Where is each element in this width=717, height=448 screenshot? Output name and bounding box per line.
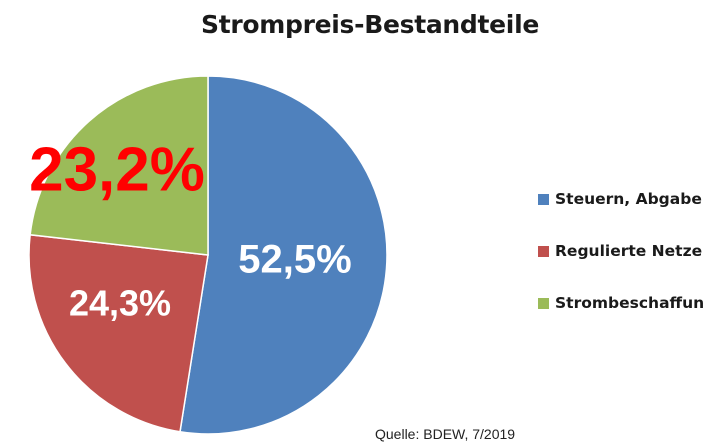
chart-title: Strompreis-Bestandteile [200,10,540,39]
pie-slice [29,75,209,256]
slice-label: 52,5% [238,238,351,282]
legend-label: Regulierte Netze [555,242,703,260]
legend-label: Strombeschaffun [555,294,705,312]
legend-label: Steuern, Abgabe [555,190,702,208]
legend: Steuern, Abgabe Regulierte Netze Strombe… [538,186,717,342]
pie-slice [179,75,388,435]
pie-slice [28,233,209,433]
legend-swatch [538,193,549,205]
legend-item: Strombeschaffun [538,290,717,316]
source-note: Quelle: BDEW, 7/2019 [375,426,516,442]
slice-label: 23,2% [29,135,205,204]
legend-swatch [538,245,549,257]
slice-label: 24,3% [69,283,171,324]
legend-item: Steuern, Abgabe [538,186,717,212]
legend-item: Regulierte Netze [538,238,717,264]
legend-swatch [538,297,549,309]
